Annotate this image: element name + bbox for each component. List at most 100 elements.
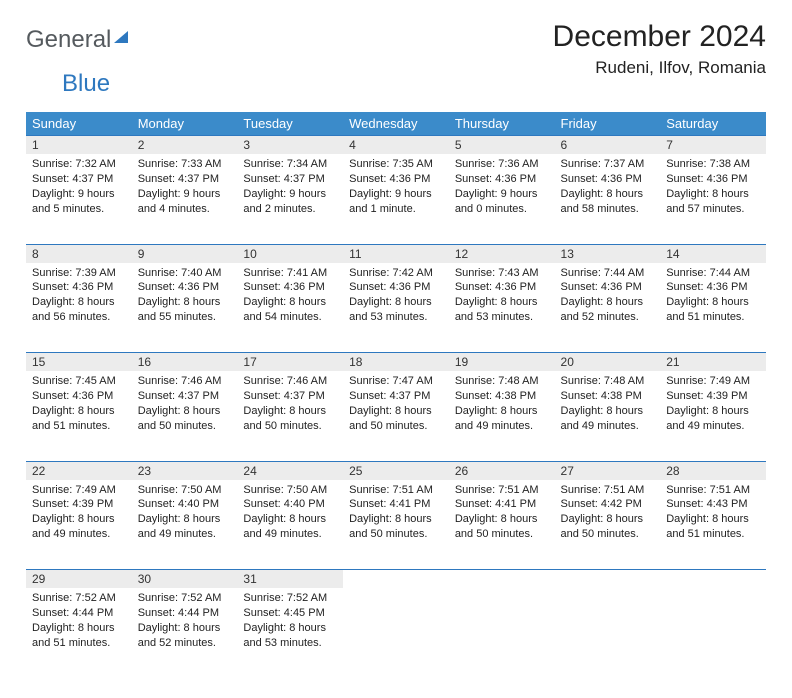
day-body-cell: Sunrise: 7:52 AMSunset: 4:44 PMDaylight:… (26, 588, 132, 678)
sunrise-text: Sunrise: 7:39 AM (32, 266, 126, 281)
day-number: 18 (349, 355, 362, 369)
day-header: Tuesday (237, 112, 343, 136)
sunset-text: Sunset: 4:36 PM (666, 172, 760, 187)
day-header: Saturday (660, 112, 766, 136)
daylight-text: Daylight: 9 hours and 0 minutes. (455, 187, 549, 217)
day-body-cell: Sunrise: 7:49 AMSunset: 4:39 PMDaylight:… (26, 480, 132, 570)
day-body-cell (449, 588, 555, 678)
day-header: Monday (132, 112, 238, 136)
day-body-cell: Sunrise: 7:51 AMSunset: 4:41 PMDaylight:… (449, 480, 555, 570)
day-body-cell: Sunrise: 7:46 AMSunset: 4:37 PMDaylight:… (132, 371, 238, 461)
sunrise-text: Sunrise: 7:46 AM (138, 374, 232, 389)
day-body-cell (660, 588, 766, 678)
daylight-text: Daylight: 8 hours and 50 minutes. (455, 512, 549, 542)
logo: General (26, 20, 128, 54)
day-number-cell: 14 (660, 244, 766, 263)
day-number-cell: 4 (343, 136, 449, 155)
sunset-text: Sunset: 4:41 PM (455, 497, 549, 512)
daylight-text: Daylight: 8 hours and 57 minutes. (666, 187, 760, 217)
day-body-cell: Sunrise: 7:45 AMSunset: 4:36 PMDaylight:… (26, 371, 132, 461)
sunset-text: Sunset: 4:36 PM (243, 280, 337, 295)
day-body-cell: Sunrise: 7:37 AMSunset: 4:36 PMDaylight:… (555, 154, 661, 244)
sunset-text: Sunset: 4:36 PM (349, 280, 443, 295)
sunset-text: Sunset: 4:45 PM (243, 606, 337, 621)
daylight-text: Daylight: 8 hours and 53 minutes. (243, 621, 337, 651)
sunrise-text: Sunrise: 7:51 AM (666, 483, 760, 498)
day-body-cell: Sunrise: 7:52 AMSunset: 4:44 PMDaylight:… (132, 588, 238, 678)
day-number-cell: 29 (26, 570, 132, 589)
day-number: 13 (561, 247, 574, 261)
daylight-text: Daylight: 8 hours and 50 minutes. (138, 404, 232, 434)
sunrise-text: Sunrise: 7:44 AM (561, 266, 655, 281)
calendar-table: Sunday Monday Tuesday Wednesday Thursday… (26, 112, 766, 678)
sunrise-text: Sunrise: 7:41 AM (243, 266, 337, 281)
sunrise-text: Sunrise: 7:48 AM (561, 374, 655, 389)
sunrise-text: Sunrise: 7:48 AM (455, 374, 549, 389)
day-number: 4 (349, 138, 356, 152)
sunrise-text: Sunrise: 7:51 AM (455, 483, 549, 498)
day-number-cell: 31 (237, 570, 343, 589)
location-label: Rudeni, Ilfov, Romania (553, 58, 766, 78)
daylight-text: Daylight: 9 hours and 1 minute. (349, 187, 443, 217)
day-body-cell: Sunrise: 7:44 AMSunset: 4:36 PMDaylight:… (660, 263, 766, 353)
daylight-text: Daylight: 9 hours and 5 minutes. (32, 187, 126, 217)
day-body-cell (343, 588, 449, 678)
sunset-text: Sunset: 4:37 PM (349, 389, 443, 404)
sunrise-text: Sunrise: 7:52 AM (243, 591, 337, 606)
day-body-cell: Sunrise: 7:51 AMSunset: 4:41 PMDaylight:… (343, 480, 449, 570)
sunset-text: Sunset: 4:43 PM (666, 497, 760, 512)
sunrise-text: Sunrise: 7:51 AM (349, 483, 443, 498)
daylight-text: Daylight: 8 hours and 49 minutes. (32, 512, 126, 542)
sunset-text: Sunset: 4:37 PM (138, 172, 232, 187)
day-number-cell: 25 (343, 461, 449, 480)
sunrise-text: Sunrise: 7:42 AM (349, 266, 443, 281)
daynum-row: 891011121314 (26, 244, 766, 263)
daylight-text: Daylight: 9 hours and 4 minutes. (138, 187, 232, 217)
sunrise-text: Sunrise: 7:47 AM (349, 374, 443, 389)
daylight-text: Daylight: 8 hours and 49 minutes. (561, 404, 655, 434)
day-number-cell: 12 (449, 244, 555, 263)
sunset-text: Sunset: 4:37 PM (243, 389, 337, 404)
day-number-cell: 7 (660, 136, 766, 155)
day-body-cell: Sunrise: 7:48 AMSunset: 4:38 PMDaylight:… (555, 371, 661, 461)
day-number-cell: 28 (660, 461, 766, 480)
day-number: 15 (32, 355, 45, 369)
day-number-cell: 18 (343, 353, 449, 372)
day-body-cell: Sunrise: 7:32 AMSunset: 4:37 PMDaylight:… (26, 154, 132, 244)
day-body-cell: Sunrise: 7:50 AMSunset: 4:40 PMDaylight:… (237, 480, 343, 570)
day-number-cell (555, 570, 661, 589)
daylight-text: Daylight: 8 hours and 53 minutes. (455, 295, 549, 325)
day-body-cell: Sunrise: 7:49 AMSunset: 4:39 PMDaylight:… (660, 371, 766, 461)
daylight-text: Daylight: 8 hours and 50 minutes. (561, 512, 655, 542)
day-body-row: Sunrise: 7:45 AMSunset: 4:36 PMDaylight:… (26, 371, 766, 461)
sunset-text: Sunset: 4:36 PM (666, 280, 760, 295)
day-body-cell: Sunrise: 7:40 AMSunset: 4:36 PMDaylight:… (132, 263, 238, 353)
day-number: 9 (138, 247, 145, 261)
day-number-cell: 30 (132, 570, 238, 589)
sunset-text: Sunset: 4:36 PM (32, 389, 126, 404)
day-number: 21 (666, 355, 679, 369)
sunrise-text: Sunrise: 7:51 AM (561, 483, 655, 498)
day-number-cell: 8 (26, 244, 132, 263)
day-body-row: Sunrise: 7:39 AMSunset: 4:36 PMDaylight:… (26, 263, 766, 353)
sunrise-text: Sunrise: 7:44 AM (666, 266, 760, 281)
daynum-row: 293031 (26, 570, 766, 589)
day-number: 6 (561, 138, 568, 152)
daylight-text: Daylight: 8 hours and 51 minutes. (32, 621, 126, 651)
day-body-cell (555, 588, 661, 678)
sunrise-text: Sunrise: 7:49 AM (32, 483, 126, 498)
day-number: 19 (455, 355, 468, 369)
day-header-row: Sunday Monday Tuesday Wednesday Thursday… (26, 112, 766, 136)
sunrise-text: Sunrise: 7:37 AM (561, 157, 655, 172)
daylight-text: Daylight: 8 hours and 51 minutes. (32, 404, 126, 434)
day-number-cell (660, 570, 766, 589)
day-number-cell: 23 (132, 461, 238, 480)
daylight-text: Daylight: 8 hours and 50 minutes. (243, 404, 337, 434)
day-body-row: Sunrise: 7:32 AMSunset: 4:37 PMDaylight:… (26, 154, 766, 244)
daylight-text: Daylight: 8 hours and 51 minutes. (666, 295, 760, 325)
day-body-cell: Sunrise: 7:48 AMSunset: 4:38 PMDaylight:… (449, 371, 555, 461)
daylight-text: Daylight: 8 hours and 52 minutes. (138, 621, 232, 651)
day-number: 8 (32, 247, 39, 261)
day-number-cell: 26 (449, 461, 555, 480)
sunrise-text: Sunrise: 7:38 AM (666, 157, 760, 172)
